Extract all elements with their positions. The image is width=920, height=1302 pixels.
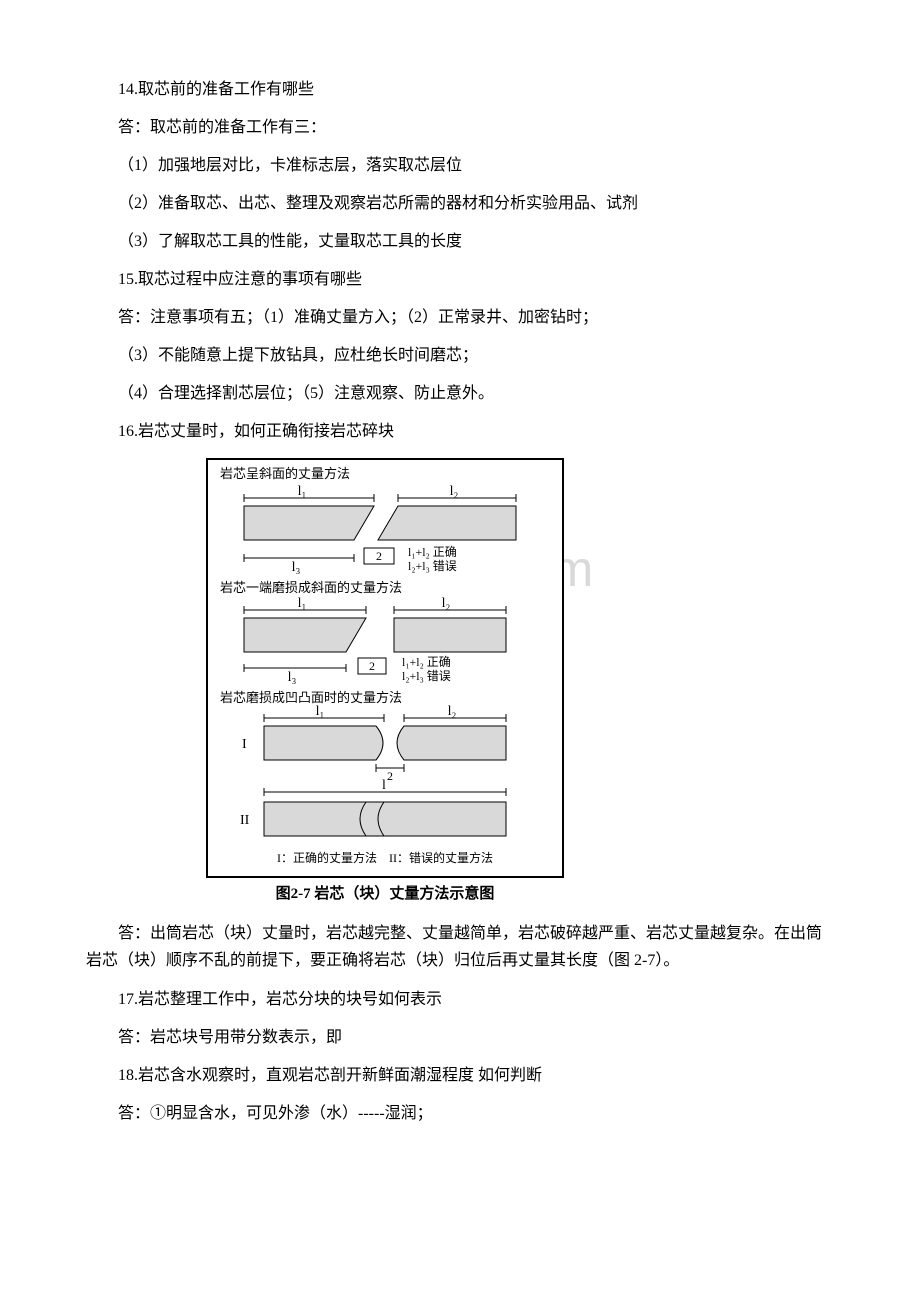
bottom-note: I：正确的丈量方法 II：错误的丈量方法 (277, 850, 493, 865)
q15-title: 15.取芯过程中应注意的事项有哪些 (86, 268, 834, 292)
sec2-two: 2 (369, 659, 375, 673)
q15-intro: 答：注意事项有五；（1）准确丈量方入；（2）正常录井、加密钻时； (86, 306, 834, 330)
sec2-l3: l₃ (288, 670, 297, 685)
sec1-correct: l₁+l₂ 正确 (408, 545, 457, 559)
q17-answer: 答：岩芯块号用带分数表示，即 (86, 1026, 834, 1050)
sec2-title: 岩芯一端磨损成斜面的丈量方法 (220, 580, 402, 595)
figure-caption: 图2-7 岩芯（块）丈量方法示意图 (276, 884, 495, 902)
q16-title: 16.岩芯丈量时，如何正确衔接岩芯碎块 (86, 420, 834, 444)
q15-item4: （4）合理选择割芯层位；（5）注意观察、防止意外。 (86, 382, 834, 406)
sec3-two: 2 (387, 769, 393, 783)
core-diagram-svg: 岩芯呈斜面的丈量方法 l₁ l₂ l₃ 2 l₁+l₂ 正确 l₂+l₃ 错误 … (206, 458, 574, 906)
sec1-l3: l₃ (292, 560, 301, 575)
sec1-l1: l₁ (298, 484, 307, 499)
q14-intro: 答：取芯前的准备工作有三： (86, 116, 834, 140)
sec1-two: 2 (376, 549, 382, 563)
sec2-shape2 (394, 618, 506, 652)
sec3-l2: l₂ (448, 704, 457, 719)
q18-title: 18.岩芯含水观察时，直观岩芯剖开新鲜面潮湿程度 如何判断 (86, 1064, 834, 1088)
sec1-wrong: l₂+l₃ 错误 (408, 559, 457, 573)
q16-answer: 答：出筒岩芯（块）丈量时，岩芯越完整、丈量越简单，岩芯破碎越严重、岩芯丈量越复杂… (86, 920, 834, 974)
sec3-l1: l₁ (316, 704, 325, 719)
sec2-shape1 (244, 618, 366, 652)
document-content: 14.取芯前的准备工作有哪些 答：取芯前的准备工作有三： （1）加强地层对比，卡… (86, 78, 834, 1126)
q15-item3: （3）不能随意上提下放钻具，应杜绝长时间磨芯； (86, 344, 834, 368)
sec1-shape2 (378, 506, 516, 540)
sec3-shape1a (264, 726, 383, 760)
sec3-shape1b (397, 726, 506, 760)
sec2-l1: l₁ (298, 596, 307, 611)
sec1-title: 岩芯呈斜面的丈量方法 (220, 466, 350, 481)
sec2-l2: l₂ (442, 596, 451, 611)
q14-item2: （2）准备取芯、出芯、整理及观察岩芯所需的器材和分析实验用品、试剂 (86, 192, 834, 216)
q14-item3: （3）了解取芯工具的性能，丈量取芯工具的长度 (86, 230, 834, 254)
q14-item1: （1）加强地层对比，卡准标志层，落实取芯层位 (86, 154, 834, 178)
q18-answer: 答：①明显含水，可见外渗（水）-----湿润； (86, 1102, 834, 1126)
sec3-marker-I: I (242, 737, 247, 752)
figure-2-7: 岩芯呈斜面的丈量方法 l₁ l₂ l₃ 2 l₁+l₂ 正确 l₂+l₃ 错误 … (206, 458, 834, 906)
sec1-l2: l₂ (450, 484, 459, 499)
sec3-marker-II: II (240, 813, 250, 828)
sec3-shape2-bg (264, 802, 506, 836)
sec2-wrong: l₂+l₃ 错误 (402, 669, 451, 683)
q17-title: 17.岩芯整理工作中，岩芯分块的块号如何表示 (86, 988, 834, 1012)
q14-title: 14.取芯前的准备工作有哪些 (86, 78, 834, 102)
sec1-shape1 (244, 506, 374, 540)
sec3-l: l (382, 778, 386, 793)
sec2-correct: l₁+l₂ 正确 (402, 655, 451, 669)
sec3-title: 岩芯磨损成凹凸面时的丈量方法 (220, 690, 402, 705)
